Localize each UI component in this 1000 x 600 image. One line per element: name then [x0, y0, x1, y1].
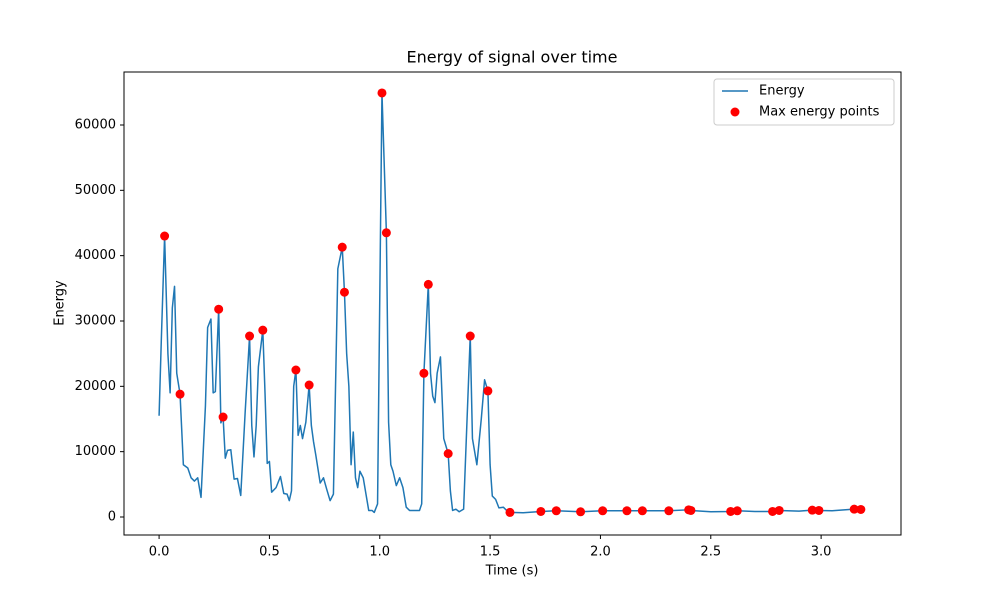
max-point — [598, 506, 608, 516]
max-point — [160, 231, 170, 241]
max-point — [622, 506, 632, 516]
x-tick-label: 2.0 — [590, 545, 611, 560]
legend-label: Max energy points — [759, 105, 880, 120]
x-tick-label: 2.5 — [700, 545, 721, 560]
max-point — [419, 368, 429, 378]
plot-frame — [123, 71, 902, 536]
max-point — [726, 506, 736, 516]
max-point — [443, 449, 453, 459]
x-tick-label: 3.0 — [811, 545, 832, 560]
x-axis-label: Time (s) — [485, 564, 539, 579]
max-point — [551, 506, 561, 516]
x-tick-label: 1.5 — [480, 545, 501, 560]
max-point — [637, 506, 647, 516]
max-point — [175, 389, 185, 399]
max-point — [483, 386, 493, 396]
max-point — [849, 504, 859, 514]
y-tick-label: 60000 — [75, 117, 116, 132]
x-tick-label: 1.0 — [369, 545, 390, 560]
max-point — [807, 505, 817, 515]
max-point — [214, 304, 224, 314]
max-point — [291, 365, 301, 375]
max-point — [576, 507, 586, 517]
y-axis-label: Energy — [53, 280, 68, 326]
y-tick-label: 0 — [108, 510, 116, 525]
y-tick-label: 10000 — [75, 444, 116, 459]
y-tick-label: 30000 — [75, 313, 116, 328]
max-point — [377, 88, 387, 98]
max-point — [536, 506, 546, 516]
y-tick-label: 50000 — [75, 183, 116, 198]
max-point — [768, 506, 778, 516]
max-point — [423, 279, 433, 289]
max-point — [505, 507, 515, 517]
max-point — [774, 505, 784, 515]
max-point — [258, 325, 268, 335]
max-point — [337, 242, 347, 252]
legend-marker — [730, 107, 740, 117]
legend-label: Energy — [759, 84, 805, 99]
max-point — [304, 380, 314, 390]
max-point — [664, 506, 674, 516]
max-point — [381, 228, 391, 238]
max-point — [814, 505, 824, 515]
y-tick-label: 20000 — [75, 379, 116, 394]
legend-box — [713, 78, 895, 126]
y-tick-label: 40000 — [75, 248, 116, 263]
x-tick-label: 0.5 — [259, 545, 280, 560]
max-point — [686, 505, 696, 515]
max-point — [856, 504, 866, 514]
max-point — [732, 506, 742, 516]
max-point — [339, 287, 349, 297]
x-tick-label: 0.0 — [149, 545, 170, 560]
max-point — [245, 331, 255, 341]
chart-title: Energy of signal over time — [407, 48, 618, 67]
max-point — [465, 331, 475, 341]
max-point — [218, 412, 228, 422]
